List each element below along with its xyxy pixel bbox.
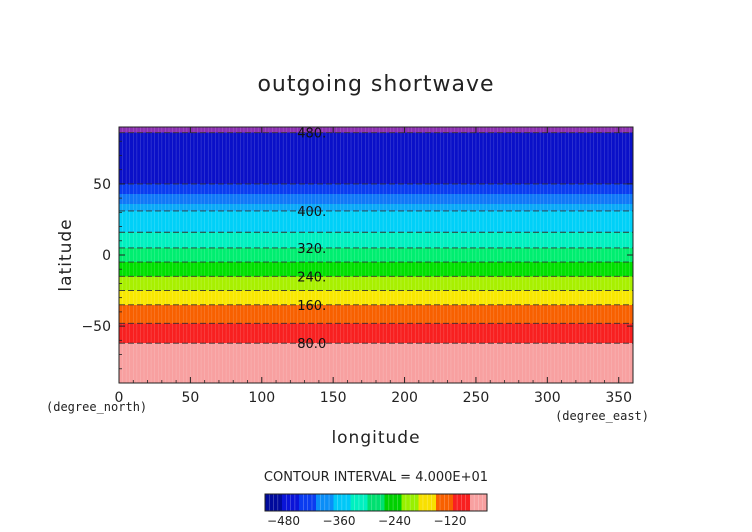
colorbar-swatch: [401, 494, 419, 511]
band-10: [119, 290, 633, 305]
colorbar-swatch: [418, 494, 437, 511]
y-tick-label: 50: [93, 177, 111, 193]
y-axis-unit: (degree_north): [46, 400, 147, 414]
x-tick-label: 100: [248, 390, 275, 406]
colorbar-swatch: [265, 494, 283, 511]
contour-label: 240.: [297, 270, 326, 285]
contour-label: 400.: [297, 205, 326, 220]
y-axis-title: latitude: [56, 218, 76, 291]
y-axis-ticks: −50 0 50: [81, 140, 633, 370]
x-tick-label: 300: [534, 390, 561, 406]
x-tick-label: 200: [391, 390, 418, 406]
band-4: [119, 203, 633, 211]
band-11: [119, 304, 633, 324]
x-tick-label: 350: [605, 390, 632, 406]
band-5: [119, 210, 633, 233]
plot-bands: [119, 127, 633, 383]
band-12: [119, 323, 633, 344]
colorbar-swatch: [452, 494, 471, 511]
colorbar-tick-label: −240: [378, 514, 411, 528]
band-6: [119, 232, 633, 248]
band-13: [119, 343, 633, 383]
contour-interval-text: CONTOUR INTERVAL = 4.000E+01: [264, 470, 488, 485]
colorbar: [264, 493, 488, 512]
colorbar-tick-label: −120: [434, 514, 467, 528]
y-tick-label: 0: [102, 248, 111, 264]
x-axis-title: longitude: [331, 428, 420, 448]
band-1: [119, 132, 633, 184]
contour-label: 480.: [297, 127, 326, 142]
contour-label: 320.: [297, 242, 326, 257]
x-tick-label: 0: [115, 390, 124, 406]
colorbar-swatch: [435, 494, 454, 511]
x-tick-label: 150: [320, 390, 347, 406]
colorbar-swatch: [282, 494, 300, 511]
band-7: [119, 247, 633, 263]
colorbar-swatch: [469, 494, 488, 511]
colorbar-labels: −480 −360 −240 −120: [267, 514, 466, 528]
y-tick-label: −50: [81, 319, 111, 335]
band-0: [119, 127, 633, 133]
band-2: [119, 183, 633, 194]
colorbar-swatch: [384, 494, 402, 511]
colorbar-swatch: [299, 494, 317, 511]
contour-label: 80.0: [297, 337, 326, 352]
colorbar-tick-label: −480: [267, 514, 300, 528]
band-8: [119, 262, 633, 277]
colorbar-swatch: [367, 494, 385, 511]
colorbar-frame: [264, 493, 488, 512]
colorbar-swatch: [333, 494, 351, 511]
plot-fine-lines: [122, 127, 630, 383]
x-tick-label: 50: [181, 390, 199, 406]
colorbar-swatch: [316, 494, 334, 511]
colorbar-swatch: [350, 494, 368, 511]
x-axis-unit: (degree_east): [555, 409, 649, 423]
colorbar-tick-label: −360: [323, 514, 356, 528]
x-tick-label: 250: [463, 390, 490, 406]
contour-label: 160.: [297, 299, 326, 314]
contour-labels: 480. 400. 320. 240. 160. 80.0: [297, 127, 326, 352]
band-9: [119, 276, 633, 291]
band-3: [119, 193, 633, 204]
chart-title: outgoing shortwave: [257, 72, 494, 97]
x-axis-ticks: 0 50 100 150 200 250 300 350: [115, 127, 632, 406]
